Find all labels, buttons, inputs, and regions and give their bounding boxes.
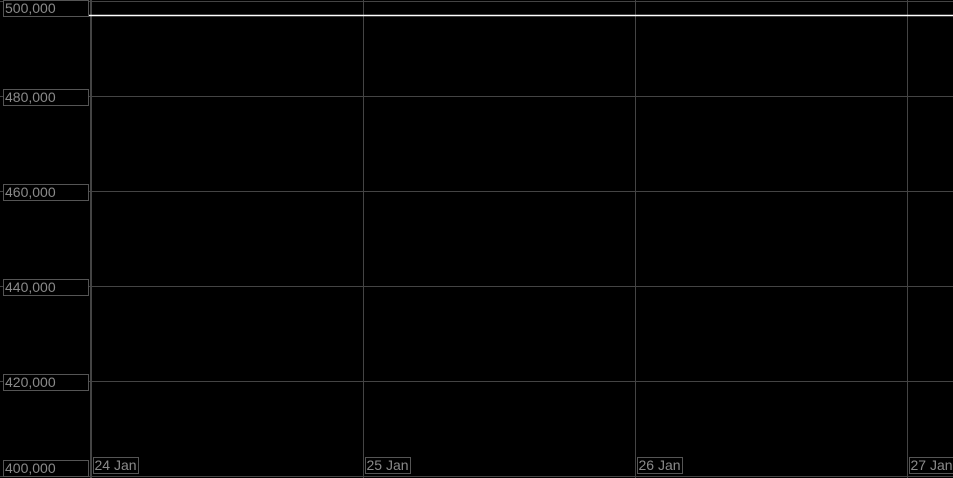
y-tick-label: 500,000 [3,0,89,17]
x-tick-label: 25 Jan [364,457,411,474]
x-tick-label: 26 Jan [636,457,683,474]
y-tick-label: 420,000 [3,373,89,391]
y-tick-label: 400,000 [3,460,89,477]
y-tick-label: 480,000 [3,88,89,106]
y-tick-label: 460,000 [3,183,89,201]
y-tick-label: 440,000 [3,278,89,296]
x-tick-label: 27 Jan [908,457,953,474]
x-tick-label: 24 Jan [92,457,139,474]
